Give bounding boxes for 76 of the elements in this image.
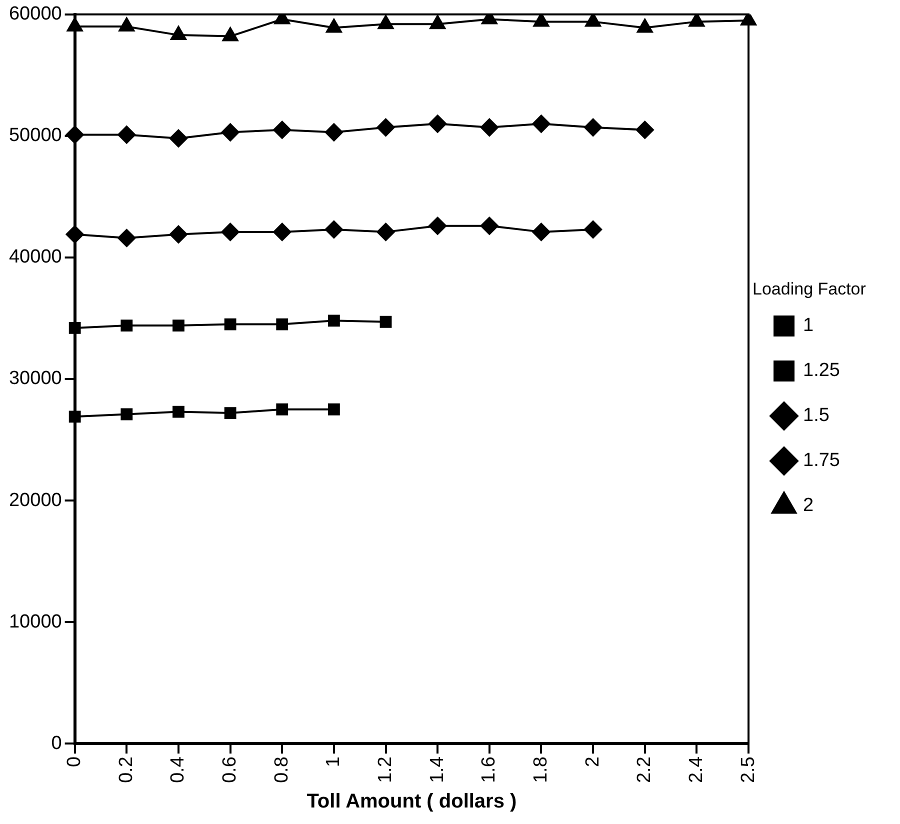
point: [66, 225, 84, 244]
x-axis-title: Toll Amount ( dollars ): [306, 790, 517, 813]
y-tick-label: 0: [51, 732, 62, 754]
point: [222, 27, 238, 42]
y-tick-label: 50000: [8, 125, 62, 146]
point: [480, 118, 498, 136]
point: [66, 126, 84, 144]
point: [328, 403, 340, 416]
point: [169, 129, 188, 148]
point: [636, 120, 654, 139]
point: [688, 14, 705, 27]
point: [68, 322, 81, 334]
point: [328, 314, 340, 327]
point: [428, 216, 447, 235]
legend-label: 2: [803, 495, 814, 516]
point: [378, 15, 394, 30]
x-tick-label: 2: [582, 756, 604, 768]
point: [224, 318, 236, 330]
point: [276, 318, 288, 330]
y-tick-label: 20000: [8, 490, 62, 511]
point: [68, 410, 81, 423]
legend-label: 1.25: [803, 360, 840, 382]
point: [221, 123, 240, 142]
y-tick-label: 30000: [8, 368, 62, 390]
x-tick-label: 2.5: [738, 756, 759, 784]
x-tick-label: 1.6: [478, 756, 500, 784]
x-tick-label: 2.4: [686, 756, 707, 784]
point: [273, 120, 292, 139]
x-tick-label: 1: [323, 756, 344, 768]
point: [376, 118, 395, 136]
point: [118, 18, 135, 32]
point: [740, 14, 756, 26]
point: [276, 403, 288, 416]
legend-label: 1.5: [803, 405, 830, 426]
y-tick-label: 10000: [8, 611, 62, 632]
point: [326, 18, 342, 33]
point: [430, 15, 446, 30]
point: [532, 222, 550, 241]
point: [324, 123, 343, 142]
x-tick-label: 0.2: [116, 756, 137, 784]
point: [532, 114, 550, 133]
legend-label: 1: [803, 315, 814, 336]
point: [376, 222, 395, 241]
legend-title: Loading Factor: [752, 280, 866, 299]
point: [221, 222, 240, 241]
x-tick-label: 0.6: [220, 756, 241, 784]
point: [169, 225, 188, 244]
point: [118, 126, 136, 144]
point: [118, 229, 136, 248]
x-tick-label: 0.4: [168, 756, 189, 784]
point: [480, 216, 498, 235]
x-tick-label: 0.8: [271, 756, 292, 784]
x-tick-label: 0: [64, 756, 86, 768]
point: [584, 220, 602, 239]
point: [584, 118, 602, 136]
point: [170, 26, 186, 40]
y-tick-label: 40000: [8, 246, 62, 268]
point: [224, 407, 236, 419]
point: [120, 408, 133, 420]
x-tick-label: 1.4: [426, 756, 448, 784]
point: [324, 220, 343, 239]
point: [172, 406, 184, 418]
legend-label: 1.75: [803, 450, 840, 472]
x-tick-label: 2.2: [634, 756, 656, 784]
y-tick-label: 60000: [8, 4, 62, 25]
point: [273, 222, 292, 241]
x-tick-label: 1.8: [530, 756, 552, 784]
point: [172, 320, 184, 332]
point: [428, 114, 447, 133]
x-tick-label: 1.2: [375, 756, 396, 784]
point: [380, 316, 392, 328]
point: [533, 14, 550, 27]
point: [585, 14, 601, 27]
point: [636, 18, 653, 33]
point: [120, 320, 133, 332]
point: [66, 18, 83, 32]
